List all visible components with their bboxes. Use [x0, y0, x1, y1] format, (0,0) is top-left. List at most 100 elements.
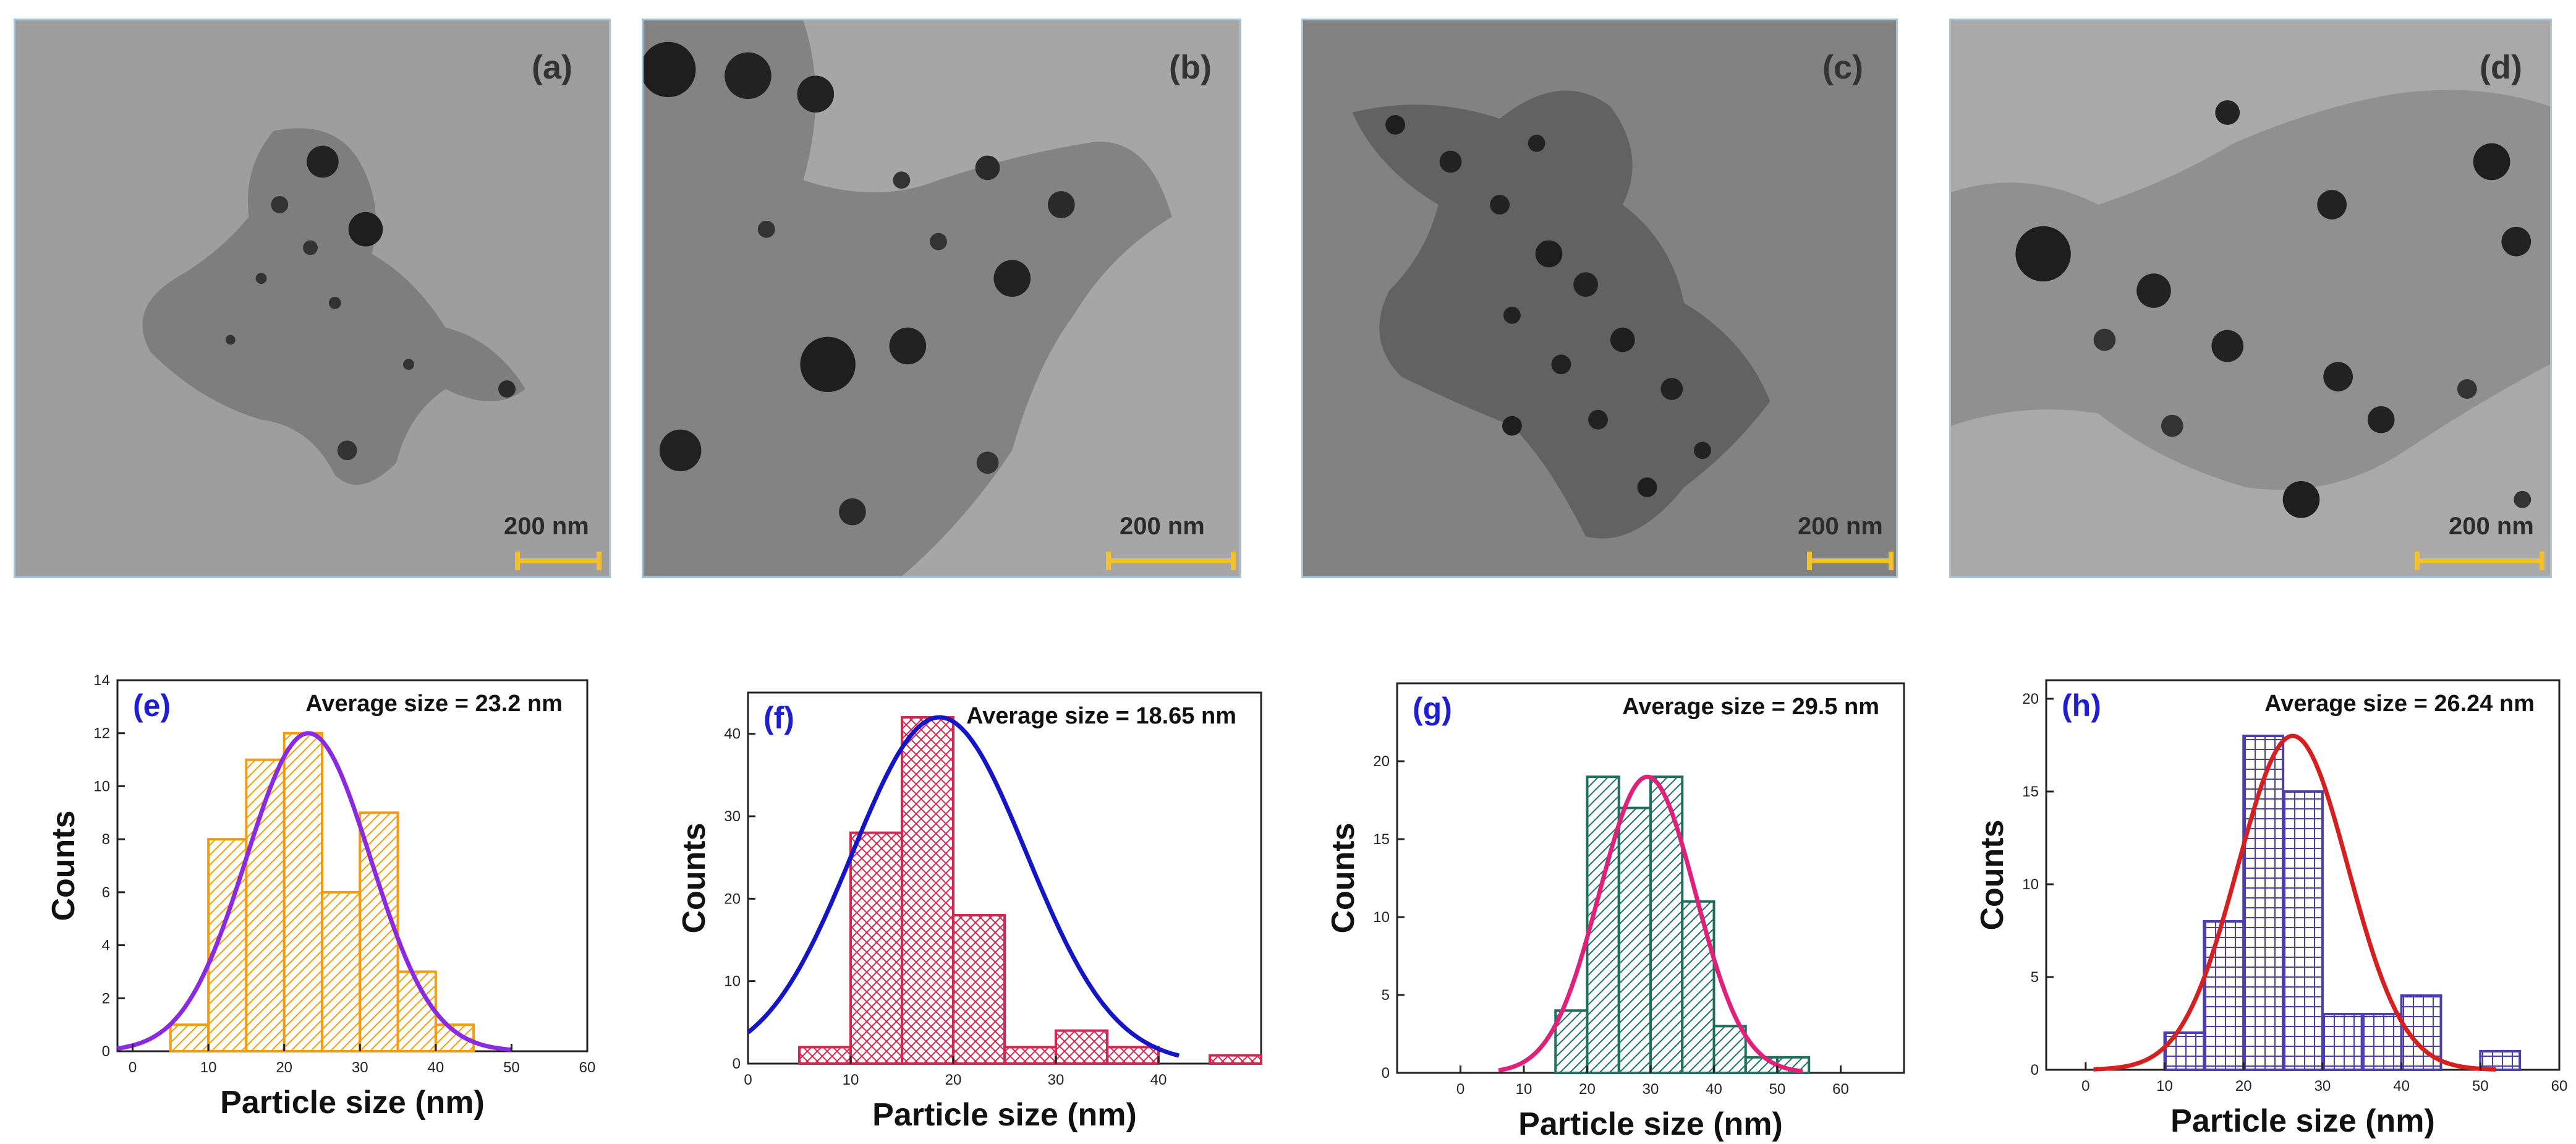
y-tick-label: 10 [2022, 876, 2039, 893]
histogram-bar [1712, 1025, 1747, 1075]
x-tick-label: 30 [1048, 1072, 1065, 1088]
y-tick-label: 2 [102, 990, 110, 1007]
histogram-bar [1003, 1046, 1057, 1065]
y-tick-label: 14 [93, 672, 110, 689]
histogram-bar [2479, 1050, 2522, 1071]
x-tick-label: 40 [1706, 1081, 1722, 1098]
x-tick-label: 50 [1769, 1081, 1786, 1098]
x-tick-label: 60 [1832, 1081, 1849, 1098]
y-tick-label: 20 [724, 890, 741, 907]
x-tick-label: 60 [2551, 1078, 2568, 1095]
histogram-bar [2360, 1013, 2403, 1071]
histogram-f: 0 10 20 30 40 0 10 20 30 40 Particle size (nm) Coun… [649, 655, 1280, 1141]
y-tick-label: 15 [1373, 831, 1390, 848]
tem-micrograph-c [1303, 20, 1896, 576]
tem-image-a: (a) 200 nm [14, 19, 611, 578]
x-tick-label: 10 [1516, 1081, 1532, 1098]
tem-panel-label: (a) [532, 49, 572, 86]
y-axis-label: Counts [1975, 819, 2010, 930]
histogram-bar [1681, 900, 1715, 1074]
scale-bar [1106, 552, 1236, 570]
histogram-bar [1055, 1029, 1108, 1065]
x-tick-label: 20 [276, 1059, 292, 1076]
histogram-bar [283, 732, 323, 1052]
y-axis-label: Counts [46, 810, 82, 921]
x-tick-label: 50 [2472, 1078, 2489, 1095]
y-tick-label: 0 [2031, 1062, 2039, 1078]
histogram-bar [1617, 806, 1652, 1074]
y-tick-label: 10 [93, 778, 110, 795]
x-axis-label: Particle size (nm) [872, 1097, 1137, 1133]
gaussian-fit-line [117, 731, 512, 1052]
gaussian-fit-line [746, 715, 1180, 1058]
histogram-chart-h: 0 10 20 30 40 50 60 0 5 10 15 20 Particle size (nm) C… [1975, 679, 2568, 1139]
average-size-annotation: Average size = 18.65 nm [966, 703, 1236, 729]
x-tick-label: 0 [2081, 1078, 2089, 1095]
scale-bar-label: 200 nm [504, 513, 589, 540]
y-tick-label: 6 [102, 884, 110, 901]
tem-micrograph-b [644, 20, 1239, 576]
x-tick-label: 10 [2156, 1078, 2173, 1095]
histogram-bar [849, 831, 903, 1065]
y-tick-label: 12 [93, 725, 110, 742]
histogram-chart-e: 0 10 20 30 40 50 60 0 2 4 6 8 10 12 14 Particle size (n… [46, 672, 596, 1121]
scale-bar-label: 200 nm [1798, 513, 1883, 540]
y-axis-label: Counts [676, 822, 712, 933]
histogram-h: 0 10 20 30 40 50 60 0 5 10 15 20 Particle size (nm) C… [1953, 655, 2572, 1141]
y-tick-label: 15 [2022, 783, 2039, 800]
x-tick-label: 20 [1579, 1081, 1596, 1098]
x-tick-label: 30 [2315, 1078, 2331, 1095]
y-tick-label: 10 [724, 973, 741, 990]
tem-image-d: (d) 200 nm [1949, 19, 2552, 578]
x-tick-label: 0 [1456, 1081, 1464, 1098]
x-tick-label: 10 [843, 1072, 859, 1088]
x-tick-label: 30 [1643, 1081, 1659, 1098]
y-tick-label: 10 [1373, 909, 1390, 926]
histogram-e: 0 10 20 30 40 50 60 0 2 4 6 8 10 12 14 Particle size (n… [43, 655, 600, 1141]
histogram-bar [1649, 775, 1684, 1074]
tem-panel-label: (c) [1822, 49, 1863, 86]
y-tick-label: 0 [733, 1056, 741, 1072]
average-size-annotation: Average size = 29.5 nm [1622, 694, 1879, 720]
scale-bar [515, 552, 601, 570]
average-size-annotation: Average size = 23.2 nm [305, 691, 563, 717]
scale-bar-label: 200 nm [1120, 513, 1205, 540]
scale-bar [2415, 552, 2544, 570]
x-axis-label: Particle size (nm) [220, 1085, 485, 1121]
panel-label: (h) [2062, 688, 2101, 723]
y-tick-label: 4 [102, 937, 110, 954]
histogram-bar [1554, 1009, 1589, 1075]
panel-label: (g) [1413, 691, 1452, 726]
x-tick-label: 30 [352, 1059, 368, 1076]
y-tick-label: 30 [724, 808, 741, 825]
x-tick-label: 0 [129, 1059, 137, 1076]
histogram-bar [169, 1023, 210, 1053]
histogram-bar [2321, 1013, 2363, 1071]
y-tick-label: 20 [1373, 753, 1390, 770]
histogram-bar [798, 1046, 852, 1065]
y-tick-label: 0 [1382, 1065, 1390, 1082]
x-tick-label: 20 [2235, 1078, 2252, 1095]
histogram-bar [1106, 1046, 1160, 1065]
histogram-chart-f: 0 10 20 30 40 0 10 20 30 40 Particle size (nm) Coun… [676, 691, 1262, 1133]
histogram-bar [901, 716, 954, 1065]
x-tick-label: 20 [945, 1072, 962, 1088]
tem-panel-label: (b) [1169, 49, 1212, 86]
y-tick-label: 20 [2022, 691, 2039, 707]
y-tick-label: 40 [724, 726, 741, 743]
histogram-bar [359, 811, 399, 1053]
y-tick-label: 5 [1382, 987, 1390, 1004]
tem-micrograph-a [15, 20, 609, 576]
histogram-bar [2282, 790, 2324, 1071]
gaussian-fit-line [2093, 733, 2496, 1072]
x-axis-label: Particle size (nm) [2170, 1103, 2435, 1139]
x-tick-label: 40 [1150, 1072, 1167, 1088]
scale-bar [1807, 552, 1894, 570]
x-axis-label: Particle size (nm) [1518, 1106, 1783, 1142]
x-tick-label: 60 [579, 1059, 596, 1076]
tem-micrograph-d [1951, 20, 2550, 576]
average-size-annotation: Average size = 26.24 nm [2264, 691, 2535, 717]
histogram-bar [952, 914, 1006, 1065]
x-tick-label: 40 [427, 1059, 444, 1076]
histogram-g: 0 10 20 30 40 50 60 0 5 10 15 20 Particle size (nm) C… [1304, 655, 1923, 1142]
